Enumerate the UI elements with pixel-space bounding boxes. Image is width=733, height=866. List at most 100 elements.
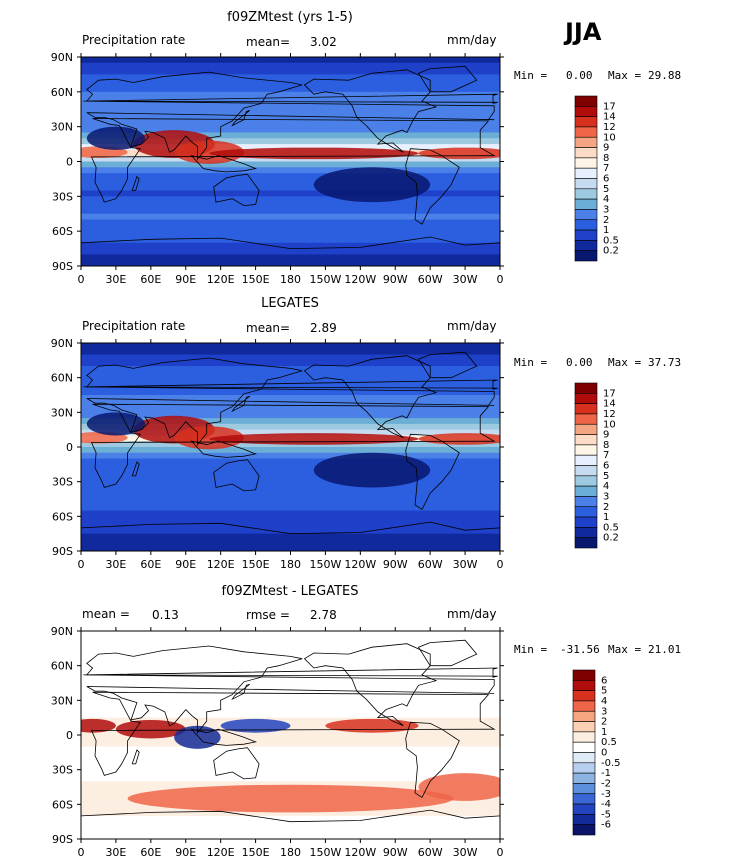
field-band — [81, 717, 500, 725]
panel-2-coastlines — [81, 351, 500, 551]
colorbar-swatch — [574, 413, 598, 425]
field-band — [81, 475, 500, 483]
colorbar-swatch — [572, 783, 596, 795]
colorbar-level-label: 0.5 — [603, 235, 619, 246]
colorbar-swatch — [572, 772, 596, 784]
panel-1-min-value: 0.00 — [566, 69, 593, 82]
coastline-south-america — [405, 721, 460, 798]
field-band — [81, 190, 500, 197]
coastline-indonesia — [190, 440, 258, 458]
x-tick-label: 30E — [105, 846, 126, 859]
panel-3-title: f09ZMtest - LEGATES — [221, 584, 359, 599]
colorbar-level-label: 3 — [601, 706, 607, 717]
field-feature — [209, 147, 419, 160]
field-band — [81, 97, 500, 105]
field-band — [81, 219, 500, 226]
colorbar-swatch — [574, 516, 598, 528]
panel-1-max-label: Max = — [608, 69, 642, 82]
field-band — [81, 115, 500, 122]
field-band — [81, 481, 500, 489]
field-band — [81, 527, 500, 535]
colorbar-level-label: 7 — [603, 163, 609, 174]
panel-3-rmse-label: rmse = — [246, 608, 290, 622]
field-band — [81, 371, 500, 379]
field-band — [81, 729, 500, 736]
field-band — [81, 132, 500, 139]
field-band — [81, 395, 500, 402]
x-tick-label: 60E — [140, 558, 161, 571]
field-band — [81, 68, 500, 76]
colorbar-swatch — [574, 537, 598, 549]
coastline-south-america — [405, 148, 460, 225]
field-band — [81, 360, 500, 367]
panel-1-max-value: 29.88 — [648, 69, 682, 82]
x-tick-label: 0 — [497, 846, 504, 859]
panel-3-mean-label: mean = — [82, 607, 130, 621]
x-tick-label: 150E — [242, 273, 270, 286]
field-band — [81, 202, 500, 209]
field-band — [81, 516, 500, 523]
field-band — [81, 648, 500, 655]
field-band — [81, 412, 500, 419]
x-tick-label: 120W — [344, 846, 376, 859]
field-band — [81, 706, 500, 713]
colorbar-swatch — [574, 506, 598, 518]
field-band — [81, 377, 500, 385]
x-tick-label: 120E — [207, 846, 235, 859]
field-band — [81, 746, 500, 753]
field-band — [81, 383, 500, 390]
field-band — [81, 671, 500, 678]
x-tick-label: 0 — [78, 846, 85, 859]
panel-2-variable-label: Precipitation rate — [82, 319, 186, 333]
field-band — [81, 178, 500, 186]
coastline-greenland — [417, 639, 478, 667]
field-band — [81, 487, 500, 494]
colorbar-level-label: 4 — [603, 194, 609, 205]
field-band — [81, 213, 500, 221]
y-tick-label: 60N — [51, 660, 73, 673]
panel-3-coastlines — [81, 639, 500, 839]
colorbar-level-label: 2 — [603, 502, 609, 513]
x-tick-label: 60W — [418, 846, 443, 859]
y-tick-label: 30S — [52, 476, 73, 489]
panel-1-title: f09ZMtest (yrs 1-5) — [227, 10, 353, 25]
field-band — [81, 167, 500, 174]
coastline-madagascar — [131, 175, 140, 191]
colorbar-swatch — [574, 95, 598, 107]
coastline-madagascar — [131, 749, 140, 765]
colorbar-swatch — [574, 188, 598, 200]
x-tick-label: 0 — [78, 273, 85, 286]
field-feature — [86, 412, 146, 436]
field-band — [81, 62, 500, 70]
field-band — [81, 758, 500, 765]
colorbar-level-label: -5 — [601, 809, 611, 820]
y-tick-label: 30S — [52, 190, 73, 203]
x-tick-label: 120E — [207, 558, 235, 571]
panel-1-units: mm/day — [447, 33, 497, 47]
colorbar-level-label: 9 — [603, 430, 609, 441]
field-band — [81, 184, 500, 192]
panel-3-field — [81, 631, 500, 839]
x-tick-label: 0 — [78, 558, 85, 571]
field-band — [81, 260, 500, 266]
x-tick-label: 150W — [309, 273, 341, 286]
y-tick-label: 90S — [52, 833, 73, 846]
x-tick-label: 120W — [344, 558, 376, 571]
panel-2-map: 0 30E 60E 90E 120E 150E 180 150W 120W 90W 60W 30W 09… — [51, 337, 504, 571]
colorbar-swatch — [574, 126, 598, 138]
y-tick-label: 90S — [52, 260, 73, 273]
panel-3-rmse-value: 2.78 — [310, 608, 337, 622]
colorbar-level-label: 17 — [603, 101, 616, 112]
panel-1-min-label: Min = — [514, 69, 548, 82]
field-feature — [418, 773, 500, 801]
colorbar-swatch — [572, 803, 596, 815]
field-band — [81, 735, 500, 742]
colorbar-swatch — [574, 444, 598, 456]
coastline-indonesia — [190, 155, 258, 173]
field-band — [81, 242, 500, 250]
colorbar-swatch — [572, 814, 596, 825]
colorbar-level-label: 6 — [603, 461, 609, 472]
field-band — [81, 354, 500, 361]
y-tick-label: 90N — [51, 625, 73, 638]
